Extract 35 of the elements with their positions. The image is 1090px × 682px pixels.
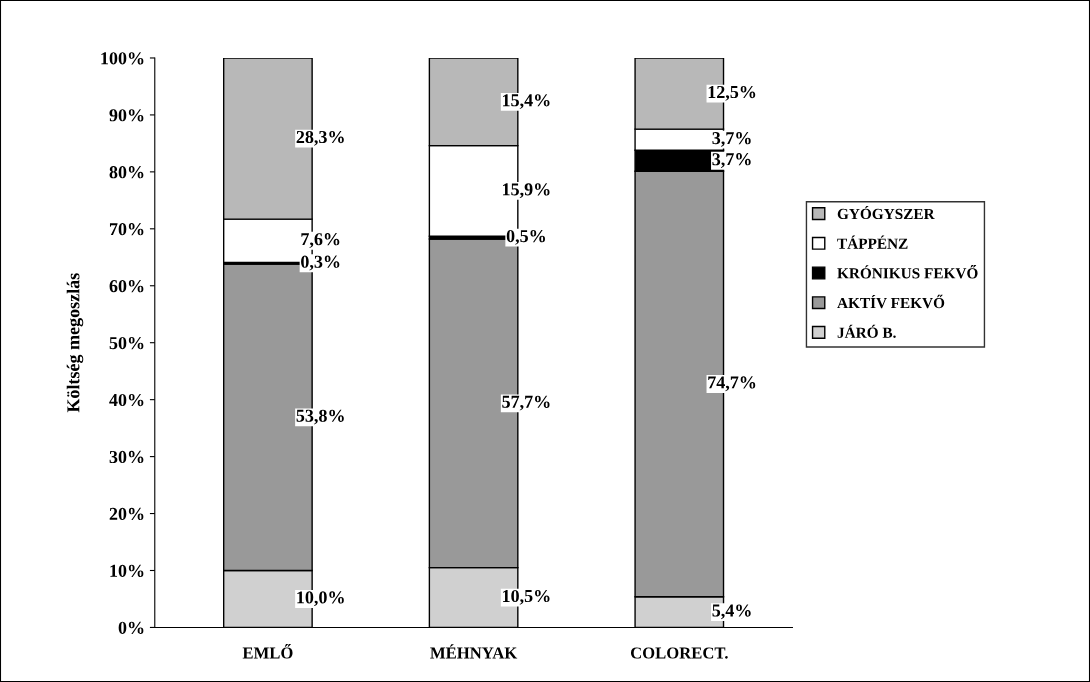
data-label: 53,8% bbox=[296, 409, 344, 425]
y-tick-label: 60% bbox=[109, 280, 144, 293]
data-label: 57,7% bbox=[502, 395, 550, 411]
y-tick-label: 100% bbox=[101, 52, 144, 65]
y-tick-label: 80% bbox=[109, 166, 144, 179]
legend-label: AKTÍV FEKVŐ bbox=[837, 294, 945, 309]
legend-label: TÁPPÉNZ bbox=[837, 235, 908, 249]
y-tick-label: 20% bbox=[109, 507, 144, 521]
data-label: 12,5% bbox=[708, 85, 756, 101]
data-label: 15,4% bbox=[503, 94, 550, 109]
data-label: 15,9% bbox=[503, 183, 550, 199]
y-tick-label: 30% bbox=[109, 450, 144, 464]
legend-label: GYÓGYSZER bbox=[837, 205, 935, 220]
y-tick-label: 50% bbox=[109, 336, 144, 350]
legend-label: JÁRÓ B. bbox=[837, 324, 896, 338]
data-label: 74,7% bbox=[708, 376, 756, 392]
y-tick-label: 40% bbox=[109, 393, 144, 407]
data-label: 7,6% bbox=[301, 233, 340, 248]
data-label: 0,5% bbox=[506, 229, 545, 245]
x-tick-label: EMLŐ bbox=[242, 644, 293, 659]
data-label: 10,5% bbox=[503, 589, 550, 605]
legend-label: KRÓNIKUS FEKVŐ bbox=[837, 265, 978, 279]
x-tick-label: COLORECT. bbox=[630, 647, 728, 659]
y-tick-label: 10% bbox=[110, 564, 144, 577]
y-tick-label: 90% bbox=[109, 109, 144, 122]
y-axis-title: Költség megoszlás bbox=[66, 273, 84, 413]
data-label: 10,0% bbox=[297, 591, 344, 607]
y-tick-label: 70% bbox=[109, 223, 144, 236]
data-label: 5,4% bbox=[712, 604, 751, 620]
x-tick-label: MÉHNYAK bbox=[430, 644, 518, 659]
data-label: 3,7% bbox=[712, 132, 751, 147]
data-label: 0,3% bbox=[301, 255, 340, 271]
y-tick-label: 0% bbox=[118, 621, 144, 634]
data-label: 3,7% bbox=[712, 153, 751, 168]
data-label: 28,3% bbox=[296, 130, 344, 146]
